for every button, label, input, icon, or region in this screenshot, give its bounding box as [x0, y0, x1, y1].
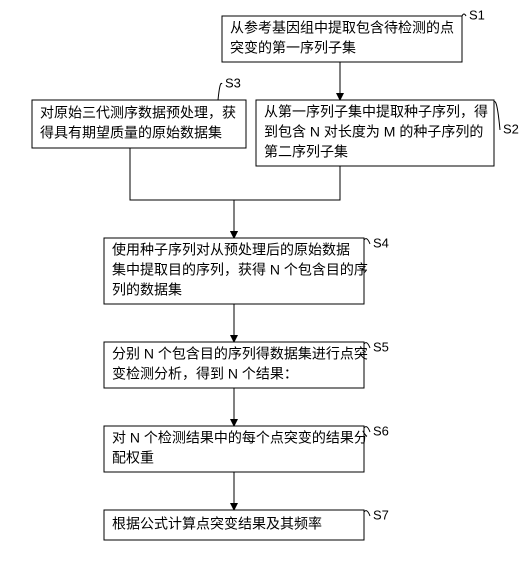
- node-label-s1: S1: [469, 7, 485, 22]
- node-label-s3: S3: [225, 75, 241, 90]
- node-text-s6-line1: 配权重: [112, 450, 154, 466]
- node-text-s2-line0: 从第一序列子集中提取种子序列，得: [264, 104, 488, 120]
- node-label-s7: S7: [373, 507, 389, 522]
- label-leader-s4: [364, 239, 370, 244]
- label-leader-s1: [462, 14, 466, 16]
- node-text-s4-line2: 列的数据集: [112, 282, 182, 298]
- label-leader-s3: [218, 83, 222, 100]
- node-text-s3-line0: 对原始三代测序数据预处理，获: [40, 105, 236, 121]
- node-label-s2: S2: [503, 121, 519, 136]
- node-s1: 从参考基因组中提取包含待检测的点突变的第一序列子集 S1: [222, 7, 485, 62]
- edge-s3-s4: [130, 148, 234, 238]
- node-text-s1-line0: 从参考基因组中提取包含待检测的点: [230, 20, 454, 36]
- node-label-s6: S6: [373, 423, 389, 438]
- node-s7: 根据公式计算点突变结果及其频率 S7: [104, 507, 389, 540]
- node-s3: 对原始三代测序数据预处理，获得具有期望质量的原始数据集 S3: [32, 75, 246, 148]
- label-leader-s7: [364, 511, 370, 516]
- node-text-s7-line0: 根据公式计算点突变结果及其频率: [112, 516, 322, 532]
- node-text-s4-line1: 集中提取目的序列，获得 N 个包含目的序: [112, 262, 368, 278]
- node-s2: 从第一序列子集中提取种子序列，得到包含 N 对长度为 M 的种子序列的第二序列子…: [256, 100, 519, 166]
- edge-s2-s4: [234, 166, 340, 238]
- node-text-s5-line0: 分别 N 个包含目的序列得数据集进行点突: [112, 346, 368, 362]
- node-text-s6-line0: 对 N 个检测结果中的每个点突变的结果分: [112, 430, 368, 446]
- node-text-s5-line1: 变检测分析，得到 N 个结果：: [112, 366, 298, 382]
- node-s6: 对 N 个检测结果中的每个点突变的结果分配权重 S6: [104, 423, 389, 472]
- node-text-s2-line2: 第二序列子集: [264, 144, 348, 160]
- node-text-s2-line1: 到包含 N 对长度为 M 的种子序列的: [264, 124, 483, 140]
- node-s5: 分别 N 个包含目的序列得数据集进行点突变检测分析，得到 N 个结果： S5: [104, 339, 389, 388]
- node-label-s4: S4: [373, 235, 389, 250]
- node-s4: 使用种子序列对从预处理后的原始数据集中提取目的序列，获得 N 个包含目的序列的数…: [104, 235, 389, 304]
- node-text-s4-line0: 使用种子序列对从预处理后的原始数据: [112, 242, 350, 258]
- node-text-s3-line1: 得具有期望质量的原始数据集: [40, 125, 222, 141]
- label-leader-s2: [494, 102, 500, 130]
- node-text-s1-line1: 突变的第一序列子集: [230, 40, 356, 56]
- node-label-s5: S5: [373, 339, 389, 354]
